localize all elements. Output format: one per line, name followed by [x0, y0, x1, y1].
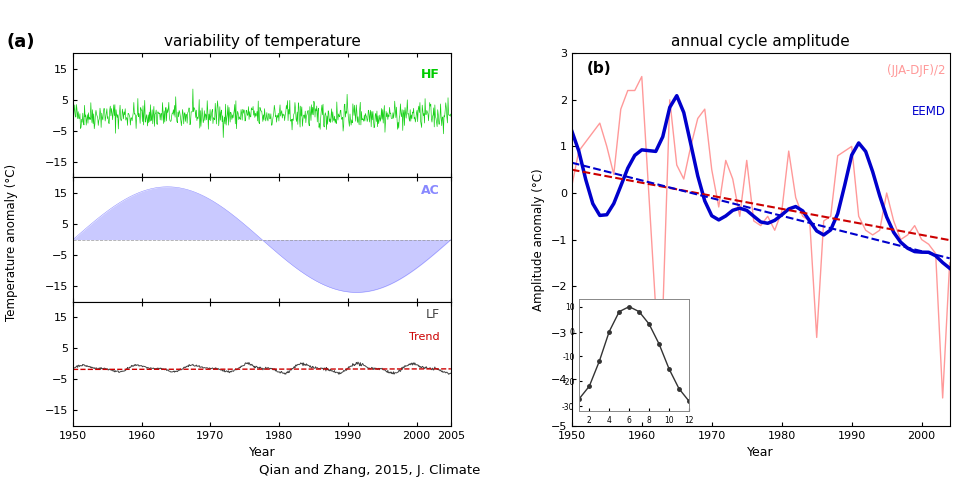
X-axis label: Year: Year — [248, 446, 276, 459]
Text: LF: LF — [426, 308, 439, 321]
Text: (b): (b) — [587, 60, 612, 76]
Title: variability of temperature: variability of temperature — [164, 34, 360, 49]
Text: Qian and Zhang, 2015, J. Climate: Qian and Zhang, 2015, J. Climate — [259, 464, 481, 477]
Text: AC: AC — [421, 184, 439, 197]
Text: (a): (a) — [7, 33, 35, 51]
Text: (JJA-DJF)/2: (JJA-DJF)/2 — [887, 64, 946, 77]
Text: HF: HF — [421, 68, 439, 81]
Text: Temperature anomaly (°C): Temperature anomaly (°C) — [5, 164, 18, 320]
Text: EEMD: EEMD — [912, 106, 946, 119]
Y-axis label: Amplitude anomaly (°C): Amplitude anomaly (°C) — [532, 168, 544, 311]
X-axis label: Year: Year — [747, 446, 774, 459]
Text: Trend: Trend — [409, 332, 439, 342]
Title: annual cycle amplitude: annual cycle amplitude — [671, 34, 850, 49]
